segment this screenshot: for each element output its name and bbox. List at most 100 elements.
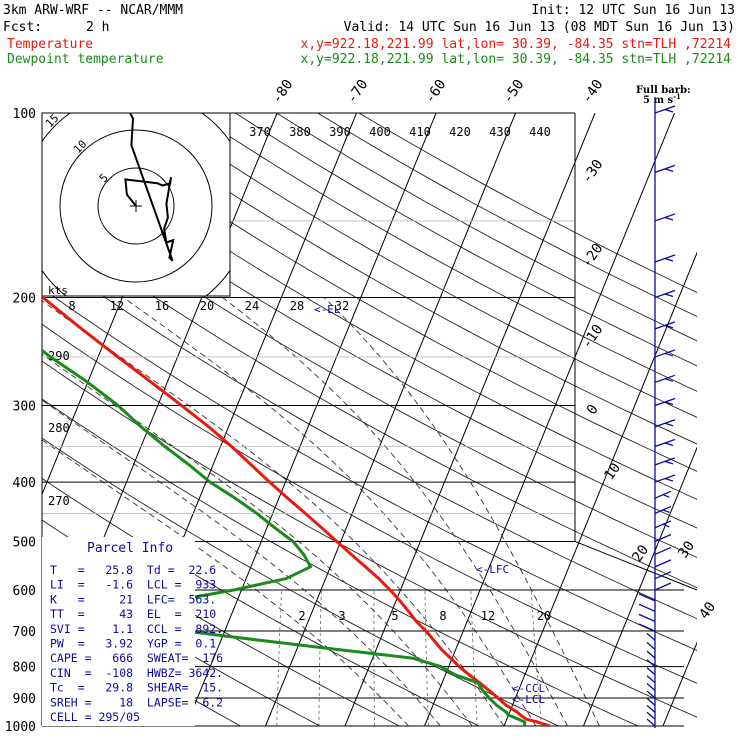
mixing-ratio-label: 5 (391, 609, 398, 623)
isotherm (185, 113, 437, 726)
parcel-info-row: CAPE = 666 SWEAT= 176 (50, 651, 223, 665)
pressure-tick-label: 200 (13, 292, 36, 307)
wind-barb-flag (662, 523, 670, 528)
wind-barb (638, 603, 656, 612)
dry-adiabat (317, 113, 697, 317)
hodograph-ring (97, 167, 175, 245)
dry-adiabat (152, 113, 697, 418)
ccl-marker: <-CCL (512, 682, 545, 695)
isotherm-label: 40 (696, 599, 719, 622)
isotherm-label: -60 (422, 77, 450, 107)
parcel-info-background (42, 537, 195, 726)
wind-barb (646, 675, 656, 684)
isotherm (583, 446, 697, 726)
moist-adiabat-label: 16 (155, 299, 169, 313)
wind-barb-flag (664, 401, 674, 406)
mixing-ratio-label: 2 (298, 609, 305, 623)
pressure-tick-label: 600 (13, 584, 36, 599)
wind-barb (646, 682, 656, 691)
wind-barb-flag (664, 324, 674, 329)
temperature-profile (42, 294, 551, 726)
isotherm-label: 20 (629, 542, 652, 565)
barb-legend: Full barb: 5 m s-1 (636, 85, 691, 106)
parcel-info-row: SREH = 18 LAPSE= 6.2 (50, 695, 223, 709)
pressure-tick-label: 800 (13, 661, 36, 676)
dewpoint-location: x,y=922.18,221.99 lat,lon= 30.39, -84.35… (301, 52, 732, 67)
temperature-location: x,y=922.18,221.99 lat,lon= 30.39, -84.35… (301, 37, 732, 52)
parcel-info-row: Tc = 29.8 SHEAR= 15. (50, 681, 223, 695)
isentrope-label: 390 (329, 125, 351, 139)
temperature-legend: Temperature (7, 37, 93, 52)
isotherm-label: -40 (579, 77, 607, 107)
wind-barb (654, 582, 672, 591)
wind-barb-flag (664, 460, 674, 465)
pressure-tick-label: 400 (13, 476, 36, 491)
pressure-tick-label: 300 (13, 399, 36, 414)
wind-barb (654, 571, 672, 580)
wind-barb (646, 690, 656, 699)
moist-adiabat (222, 297, 568, 726)
wind-barb (646, 659, 656, 668)
isentrope-label: 400 (369, 125, 391, 139)
isotherm-label: -30 (579, 157, 607, 187)
parcel-info-row: CELL = 295/05 (50, 710, 140, 724)
isotherm-label: 10 (601, 460, 624, 483)
wind-barb (646, 718, 656, 727)
wind-barb (646, 650, 656, 659)
sounding-profiles (42, 294, 551, 726)
isotherm (503, 251, 697, 726)
wind-barb (654, 505, 672, 515)
isotherm-label: -50 (500, 77, 528, 107)
parcel-info-row: SVI = 1.1 CCL = 892. (50, 622, 223, 636)
dry-adiabat-label: 270 (48, 494, 70, 508)
pressure-tick-label: 900 (13, 692, 36, 707)
parcel-info-title: Parcel Info (87, 541, 173, 556)
isotherm (424, 113, 676, 726)
wind-barb-flag (664, 442, 674, 447)
dry-adiabat (42, 398, 639, 726)
moist-adiabat-label: 8 (68, 299, 75, 313)
wind-barb-flag (664, 108, 674, 113)
pressure-tick-label: 700 (13, 625, 36, 640)
wind-barb-flag (664, 168, 674, 173)
valid-time: Valid: 14 UTC Sun 16 Jun 13 (08 MDT Sun … (344, 20, 735, 35)
wind-barb (638, 623, 656, 632)
wind-barb (638, 613, 656, 622)
moist-adiabat-label: 12 (110, 299, 124, 313)
el-marker: <-EL (314, 303, 341, 316)
wind-barb (646, 697, 656, 706)
right-frame-diag (574, 541, 698, 591)
mixing-ratio-line (470, 589, 478, 726)
wind-barb (646, 632, 656, 641)
hodograph-ring (59, 129, 213, 283)
pressure-tick-label: 1000 (5, 720, 36, 735)
isotherm-label: 0 (584, 402, 602, 418)
moist-adiabat-label: 32 (335, 299, 349, 313)
wind-barb-flag (664, 477, 674, 482)
isentrope-label: 420 (449, 125, 471, 139)
isentrope-label: 370 (249, 125, 271, 139)
dewpoint-legend: Dewpoint temperature (7, 52, 164, 67)
dewpoint-profile (42, 348, 527, 726)
pressure-tick-label: 100 (13, 107, 36, 122)
mixing-ratio-label: 8 (439, 609, 446, 623)
parcel-info-row: K = 21 LFC= 563. (50, 592, 216, 606)
hodograph-rings (42, 113, 230, 296)
wind-barb (646, 711, 656, 720)
wind-barb-flag (664, 378, 674, 382)
forecast-hours: 2 h (86, 20, 109, 35)
wind-barb (654, 559, 672, 568)
wind-barb-column (638, 98, 676, 728)
lcl-marker: <-LCL (512, 693, 545, 706)
isotherm-label: -70 (344, 77, 372, 107)
parcel-info-row: T = 25.8 Td = 22.6 (50, 563, 216, 577)
barb-legend-unit: 5 m s-1 (643, 92, 681, 106)
wind-barb (646, 704, 656, 713)
mixing-ratio-line (530, 589, 542, 726)
mixing-ratio-line (318, 589, 322, 726)
dry-adiabat (193, 113, 697, 392)
isotherm-labels: -80 -70 -60 -50 -40 -30 -20 -10 0 10 20 30 40 370 380 3… (48, 77, 719, 623)
